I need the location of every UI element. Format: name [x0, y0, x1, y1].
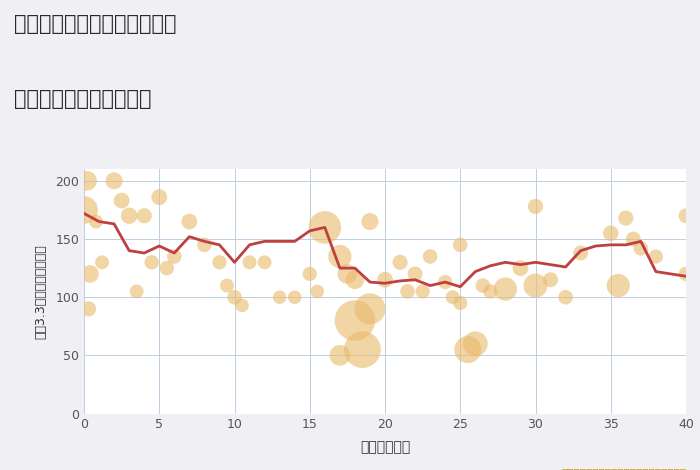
Point — [116, 197, 127, 204]
Point — [349, 317, 360, 324]
Point — [462, 346, 473, 353]
Point — [650, 253, 662, 260]
X-axis label: 築年数（年）: 築年数（年） — [360, 440, 410, 454]
Point — [636, 244, 647, 252]
Point — [335, 253, 346, 260]
Point — [530, 203, 541, 210]
Point — [545, 276, 556, 283]
Point — [357, 346, 368, 353]
Text: 築年数別中古戸建て価格: 築年数別中古戸建て価格 — [14, 89, 151, 110]
Point — [108, 177, 120, 185]
Point — [146, 258, 158, 266]
Point — [83, 305, 94, 313]
Point — [259, 258, 270, 266]
Point — [484, 288, 496, 295]
Point — [560, 293, 571, 301]
Point — [364, 305, 375, 313]
Point — [244, 258, 256, 266]
Point — [575, 249, 587, 257]
Point — [680, 212, 692, 219]
Point — [335, 352, 346, 359]
Point — [612, 282, 624, 290]
Point — [78, 206, 90, 214]
Point — [274, 293, 286, 301]
Point — [417, 288, 428, 295]
Point — [131, 288, 142, 295]
Point — [319, 224, 330, 231]
Point — [161, 264, 172, 272]
Point — [154, 193, 165, 201]
Point — [169, 253, 180, 260]
Point — [605, 229, 617, 237]
Point — [447, 293, 458, 301]
Point — [123, 212, 134, 219]
Point — [530, 282, 541, 290]
Point — [379, 276, 391, 283]
Point — [364, 218, 375, 225]
Point — [199, 241, 210, 249]
Point — [312, 288, 323, 295]
Point — [500, 285, 511, 293]
Point — [81, 177, 92, 185]
Point — [85, 270, 96, 278]
Point — [440, 278, 451, 286]
Point — [620, 214, 631, 222]
Point — [477, 282, 489, 290]
Point — [97, 258, 108, 266]
Point — [424, 253, 435, 260]
Point — [410, 270, 421, 278]
Point — [289, 293, 300, 301]
Point — [214, 258, 225, 266]
Point — [221, 282, 232, 290]
Point — [395, 258, 406, 266]
Point — [470, 340, 481, 347]
Text: 神奈川県相模原市緑区橋本の: 神奈川県相模原市緑区橋本の — [14, 14, 176, 34]
Point — [402, 288, 413, 295]
Point — [237, 302, 248, 309]
Point — [304, 270, 315, 278]
Point — [628, 235, 639, 243]
Point — [455, 241, 466, 249]
Point — [90, 218, 101, 225]
Point — [455, 299, 466, 307]
Point — [349, 276, 360, 283]
Text: 円の大きさは、取引のあった物件面積を示す: 円の大きさは、取引のあった物件面積を示す — [561, 467, 686, 470]
Y-axis label: 坪（3.3㎡）単価（万円）: 坪（3.3㎡）単価（万円） — [34, 244, 47, 339]
Point — [515, 264, 526, 272]
Point — [139, 212, 150, 219]
Point — [183, 218, 195, 225]
Point — [680, 270, 692, 278]
Point — [342, 270, 353, 278]
Point — [229, 293, 240, 301]
